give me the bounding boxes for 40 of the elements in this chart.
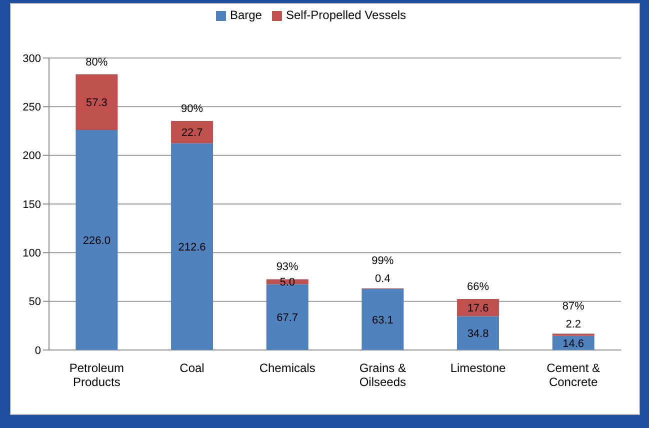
y-tick-label: 250 — [22, 102, 41, 114]
y-tick-label: 0 — [34, 344, 41, 357]
x-tick-label: Chemicals — [259, 361, 316, 375]
data-label: 34.8 — [467, 328, 489, 340]
bar — [171, 120, 214, 144]
bar — [362, 288, 404, 350]
y-tick-label: 200 — [22, 150, 41, 162]
data-label: 17.6 — [467, 302, 489, 315]
data-label: 63.1 — [372, 314, 394, 326]
annotation: 93% — [276, 261, 299, 274]
bar — [76, 130, 118, 350]
x-tick-label: Grains & Oilseeds — [359, 361, 406, 389]
data-label: 0.4 — [375, 273, 390, 286]
annotation: 90% — [180, 102, 204, 115]
annotation: 80% — [86, 56, 108, 68]
annotation: 66% — [466, 280, 490, 293]
bar — [76, 74, 118, 130]
bar — [171, 143, 214, 350]
bar — [457, 316, 500, 350]
x-tick-label: Petroleum Products — [69, 361, 124, 389]
annotation: 99% — [372, 255, 394, 268]
y-tick-label: 150 — [22, 198, 41, 211]
annotation: 87% — [562, 300, 585, 313]
x-tick-label: Cement & Concrete — [546, 361, 600, 389]
data-label: 57.3 — [86, 97, 108, 110]
legend-label: Barge — [230, 8, 262, 22]
y-tick-label: 100 — [22, 248, 41, 260]
data-label: 22.7 — [181, 127, 203, 140]
data-label: 226.0 — [82, 235, 110, 248]
y-tick-label: 300 — [22, 52, 41, 65]
data-label: 2.2 — [566, 318, 582, 331]
x-tick-label: Coal — [180, 361, 204, 375]
x-tick-label: Limestone — [450, 361, 506, 375]
data-label: 14.6 — [562, 338, 584, 350]
y-tick-label: 50 — [28, 296, 41, 308]
data-label: 67.7 — [276, 312, 298, 324]
legend-label: Self-Propelled Vessels — [286, 8, 406, 22]
bar — [457, 298, 500, 316]
data-label: 212.6 — [178, 242, 206, 254]
bar — [266, 284, 308, 350]
